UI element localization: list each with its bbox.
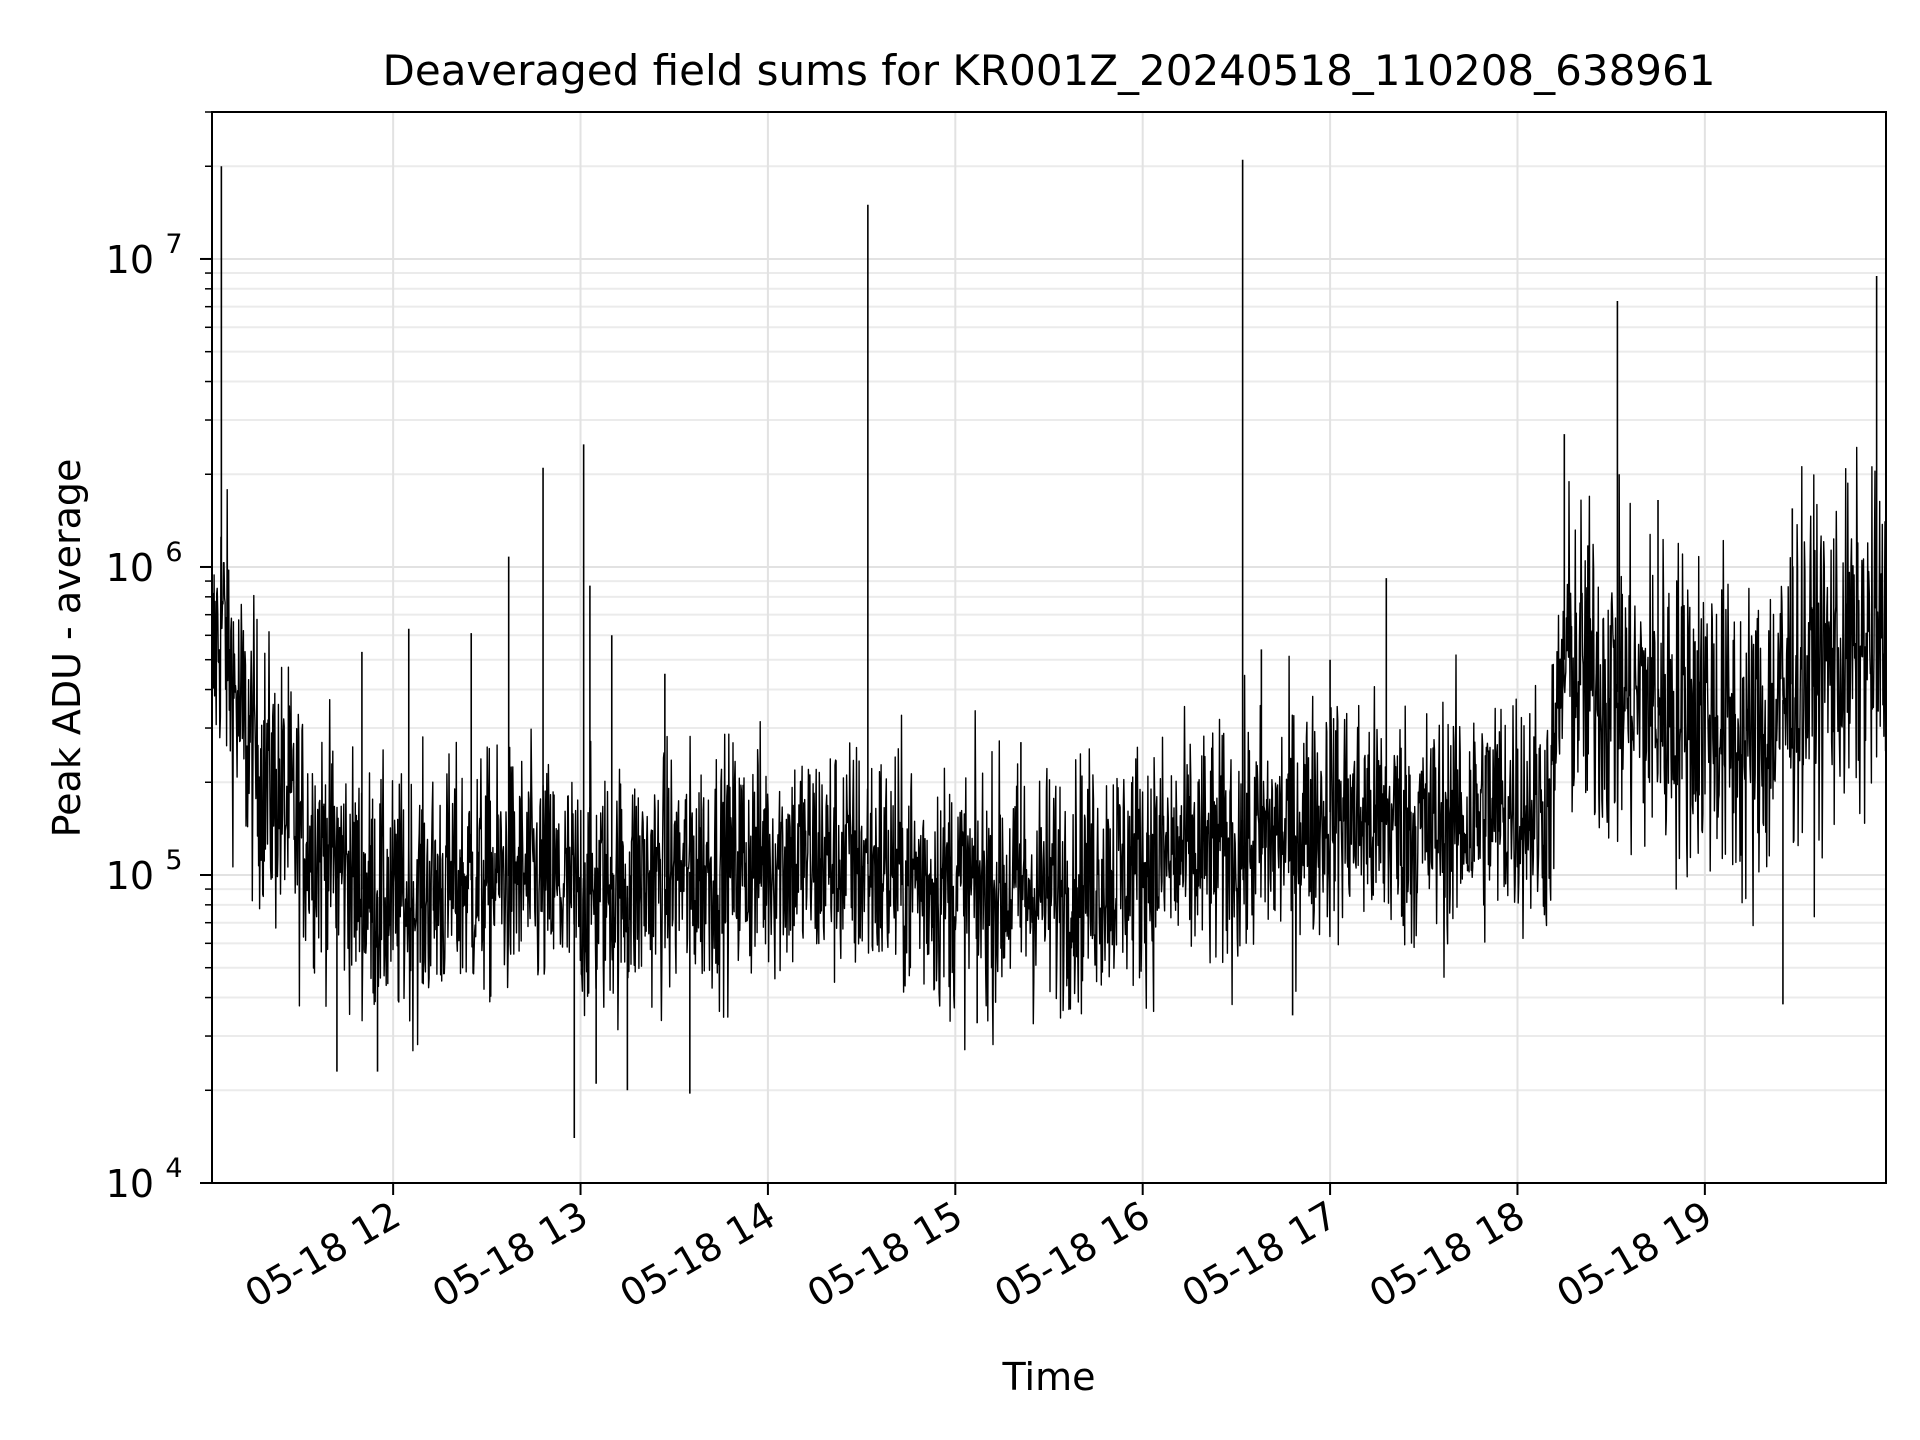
y-tick-label: 10 [106,546,154,590]
y-tick-base: 10 [106,854,154,898]
y-tick-base: 10 [106,238,154,282]
y-tick-exponent: 7 [165,229,182,260]
plot-frame [211,111,1887,1184]
y-tick-exponent: 5 [165,845,182,876]
series-line [212,446,1886,1052]
y-tick-label: 10 [106,238,154,282]
y-tick-label: 10 [106,1162,154,1206]
y-axis: 10 4 10 5 10 6 10 7 [106,111,212,1206]
y-tick-base: 10 [106,1162,154,1206]
y-tick-label: 10 [106,854,154,898]
grid [212,111,1886,1184]
y-tick-exponent: 6 [165,537,182,568]
x-axis-label: Time [1002,1355,1096,1399]
y-axis-label: Peak ADU - average [45,459,89,838]
y-tick-exponent: 4 [165,1153,182,1184]
chart-title: Deaveraged field sums for KR001Z_2024051… [383,46,1716,95]
y-tick-base: 10 [106,546,154,590]
data-series [212,159,1886,1138]
